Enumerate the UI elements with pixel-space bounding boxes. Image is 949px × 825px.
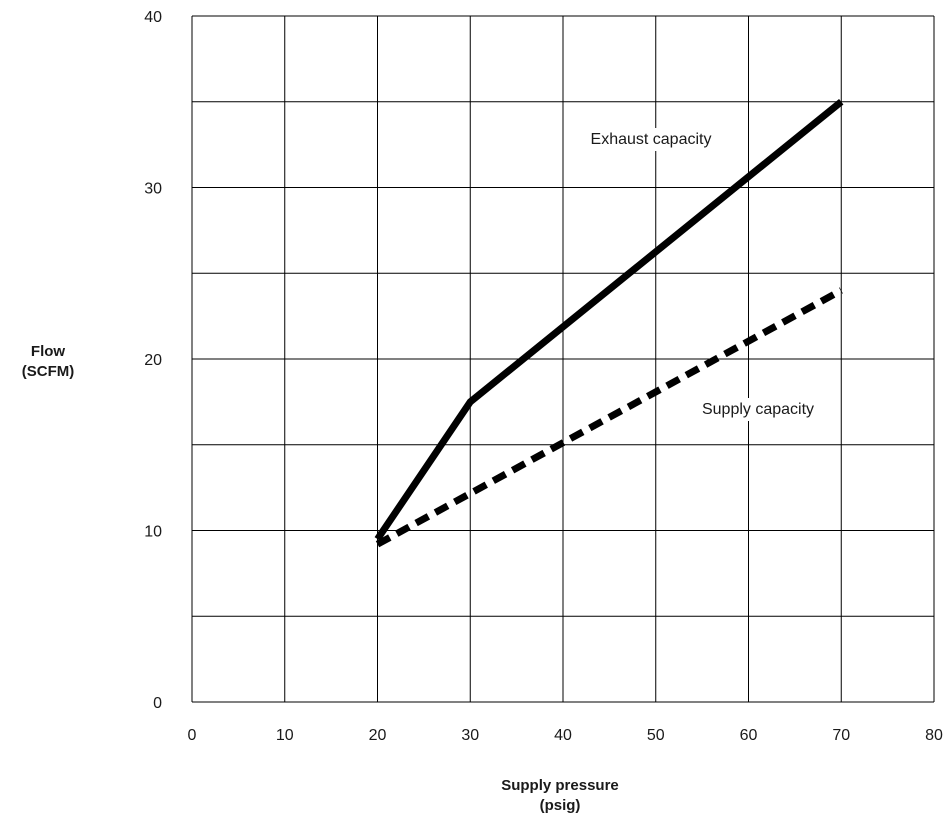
x-tick-label: 70 (832, 727, 850, 744)
supply-capacity-label-background (695, 398, 821, 421)
exhaust-capacity-line (374, 99, 844, 542)
x-tick-label: 10 (276, 727, 294, 744)
x-tick-label: 80 (925, 727, 943, 744)
y-tick-label: 10 (144, 524, 162, 541)
x-tick-label: 20 (369, 727, 387, 744)
y-tick-labels: 0 10 20 30 40 (144, 9, 162, 712)
exhaust-capacity-label-background (584, 128, 718, 151)
series-lines (374, 99, 844, 548)
x-tick-label: 0 (188, 727, 197, 744)
supply-capacity-label: Supply capacity (702, 401, 814, 418)
y-tick-label: 20 (144, 352, 162, 369)
supply-capacity-line (375, 287, 843, 548)
y-tick-label: 40 (144, 9, 162, 26)
x-axis-label: Supply pressure (psig) (501, 777, 619, 814)
y-axis-label: Flow (SCFM) (22, 343, 75, 380)
exhaust-capacity-label: Exhaust capacity (591, 131, 712, 148)
x-tick-label: 40 (554, 727, 572, 744)
y-tick-label: 30 (144, 181, 162, 198)
y-tick-label: 0 (153, 695, 162, 712)
x-tick-labels: 0 10 20 30 40 50 60 70 80 (188, 727, 943, 744)
series-labels: Exhaust capacity Supply capacity (584, 128, 821, 421)
x-tick-label: 50 (647, 727, 665, 744)
x-tick-label: 60 (740, 727, 758, 744)
axis-labels: Supply pressure (psig) Flow (SCFM) (22, 343, 619, 814)
x-tick-label: 30 (461, 727, 479, 744)
